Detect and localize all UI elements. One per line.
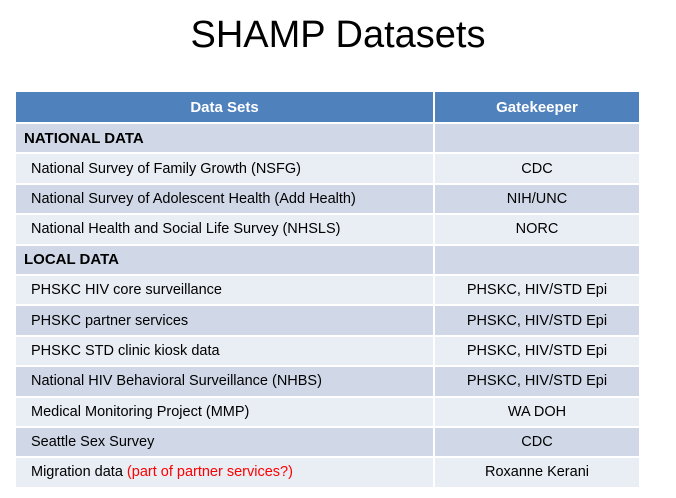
dataset-name: National Survey of Adolescent Health (Ad… — [16, 183, 435, 216]
gatekeeper-cell: WA DOH — [434, 396, 641, 428]
table-row: PHSKC HIV core surveillance PHSKC, HIV/S… — [16, 274, 641, 307]
header-datasets: Data Sets — [16, 92, 435, 124]
table-row: National Health and Social Life Survey (… — [16, 214, 641, 246]
section-label: LOCAL DATA — [16, 244, 435, 276]
table-row: Migration data (part of partner services… — [16, 457, 641, 489]
gatekeeper-cell: NORC — [434, 214, 641, 246]
table-row: National Survey of Family Growth (NSFG) … — [16, 153, 641, 185]
gatekeeper-cell: PHSKC, HIV/STD Epi — [434, 366, 641, 398]
datasets-table: Data Sets Gatekeeper NATIONAL DATA Natio… — [16, 92, 641, 489]
dataset-name: Migration data — [31, 464, 123, 481]
dataset-name-cell: Migration data (part of partner services… — [16, 457, 435, 489]
table-row: PHSKC STD clinic kiosk data PHSKC, HIV/S… — [16, 335, 641, 368]
gatekeeper-cell: PHSKC, HIV/STD Epi — [434, 335, 641, 368]
table-row: National HIV Behavioral Surveillance (NH… — [16, 366, 641, 398]
table-row: National Survey of Adolescent Health (Ad… — [16, 183, 641, 216]
dataset-name: Seattle Sex Survey — [16, 426, 435, 459]
gatekeeper-cell — [434, 123, 641, 155]
section-row-national: NATIONAL DATA — [16, 123, 641, 155]
gatekeeper-cell: CDC — [434, 153, 641, 185]
dataset-name: PHSKC partner services — [16, 305, 435, 337]
dataset-name: National Health and Social Life Survey (… — [16, 214, 435, 246]
dataset-name: National HIV Behavioral Surveillance (NH… — [16, 366, 435, 398]
section-row-local: LOCAL DATA — [16, 244, 641, 276]
gatekeeper-cell: PHSKC, HIV/STD Epi — [434, 274, 641, 307]
dataset-name: PHSKC STD clinic kiosk data — [16, 335, 435, 368]
page-title: SHAMP Datasets — [190, 14, 486, 56]
gatekeeper-cell: Roxanne Kerani — [434, 457, 641, 489]
dataset-name: Medical Monitoring Project (MMP) — [16, 396, 435, 428]
gatekeeper-cell: PHSKC, HIV/STD Epi — [434, 305, 641, 337]
header-gatekeeper: Gatekeeper — [434, 92, 641, 124]
section-label: NATIONAL DATA — [16, 123, 435, 155]
table-header-row: Data Sets Gatekeeper — [16, 92, 641, 124]
gatekeeper-cell — [434, 244, 641, 276]
table-row: PHSKC partner services PHSKC, HIV/STD Ep… — [16, 305, 641, 337]
table-row: Medical Monitoring Project (MMP) WA DOH — [16, 396, 641, 428]
gatekeeper-cell: CDC — [434, 426, 641, 459]
table-row: Seattle Sex Survey CDC — [16, 426, 641, 459]
dataset-note: (part of partner services?) — [126, 464, 293, 481]
gatekeeper-cell: NIH/UNC — [434, 183, 641, 216]
dataset-name: PHSKC HIV core surveillance — [16, 274, 435, 307]
dataset-name: National Survey of Family Growth (NSFG) — [16, 153, 435, 185]
